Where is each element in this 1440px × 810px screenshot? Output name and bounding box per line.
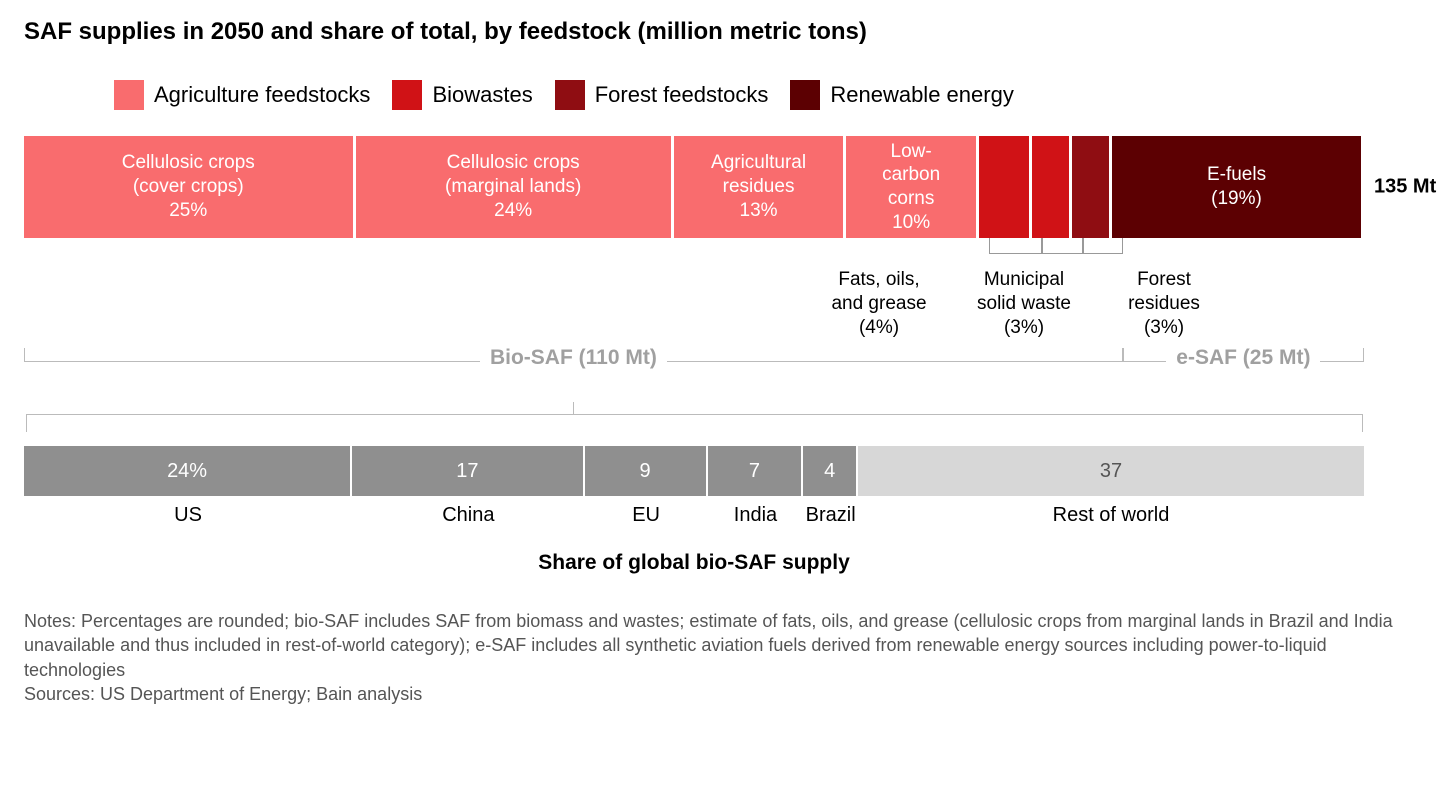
callout: Forestresidues(3%) (1094, 268, 1234, 339)
legend-item: Forest feedstocks (555, 80, 769, 110)
callout: Fats, oils,and grease(4%) (809, 268, 949, 339)
bio-saf-connector (24, 402, 1364, 436)
chart-title: SAF supplies in 2050 and share of total,… (24, 18, 1416, 46)
feedstock-chart: Cellulosic crops(cover crops)25%Cellulos… (24, 136, 1364, 436)
legend-label: Biowastes (432, 82, 532, 108)
group-bracket: Bio-SAF (110 Mt) (24, 348, 1123, 392)
region-subtitle: Share of global bio-SAF supply (24, 551, 1364, 575)
legend-swatch (114, 80, 144, 110)
feedstock-segment: Cellulosic crops(cover crops)25% (24, 136, 356, 238)
callout-text: Fats, oils,and grease(4%) (809, 268, 949, 339)
group-bracket-label: Bio-SAF (110 Mt) (480, 346, 667, 370)
region-segment: 37 (858, 446, 1364, 496)
region-segment: 7 (708, 446, 804, 496)
region-label: Rest of world (858, 504, 1364, 527)
feedstock-segment (1032, 136, 1072, 238)
feedstock-segment (979, 136, 1032, 238)
legend-item: Renewable energy (790, 80, 1013, 110)
legend-swatch (555, 80, 585, 110)
region-label: Brazil (803, 504, 858, 527)
callout-labels: Fats, oils,and grease(4%)Municipalsolid … (24, 238, 1364, 348)
region-label: India (708, 504, 804, 527)
legend-item: Biowastes (392, 80, 532, 110)
feedstock-bar: Cellulosic crops(cover crops)25%Cellulos… (24, 136, 1364, 238)
notes-text: Notes: Percentages are rounded; bio-SAF … (24, 609, 1416, 682)
feedstock-segment: Cellulosic crops(marginal lands)24% (356, 136, 674, 238)
region-label: US (24, 504, 352, 527)
sources-text: Sources: US Department of Energy; Bain a… (24, 682, 1416, 706)
callout-text: Municipalsolid waste(3%) (954, 268, 1094, 339)
legend: Agriculture feedstocks Biowastes Forest fe… (114, 80, 1416, 110)
footnotes: Notes: Percentages are rounded; bio-SAF … (24, 609, 1416, 706)
feedstock-segment (1072, 136, 1112, 238)
total-label: 135 Mt (1374, 176, 1436, 199)
feedstock-segment: Agriculturalresidues13% (674, 136, 846, 238)
region-segment: 17 (352, 446, 584, 496)
feedstock-segment: Low-carboncorns10% (846, 136, 979, 238)
group-brackets: Bio-SAF (110 Mt) e-SAF (25 Mt) (24, 348, 1364, 402)
legend-label: Renewable energy (830, 82, 1013, 108)
legend-swatch (790, 80, 820, 110)
region-segment: 24% (24, 446, 352, 496)
region-segment: 4 (803, 446, 858, 496)
region-labels: USChinaEUIndiaBrazilRest of world (24, 504, 1364, 527)
callout-text: Forestresidues(3%) (1094, 268, 1234, 339)
callout: Municipalsolid waste(3%) (954, 268, 1094, 339)
legend-item: Agriculture feedstocks (114, 80, 370, 110)
group-bracket: e-SAF (25 Mt) (1123, 348, 1364, 392)
region-label: EU (585, 504, 708, 527)
group-bracket-label: e-SAF (25 Mt) (1166, 346, 1320, 370)
feedstock-segment: E-fuels(19%) (1112, 136, 1364, 238)
region-segment: 9 (585, 446, 708, 496)
region-label: China (352, 504, 584, 527)
legend-swatch (392, 80, 422, 110)
region-bar: 24%1797437 (24, 446, 1364, 496)
legend-label: Forest feedstocks (595, 82, 769, 108)
legend-label: Agriculture feedstocks (154, 82, 370, 108)
